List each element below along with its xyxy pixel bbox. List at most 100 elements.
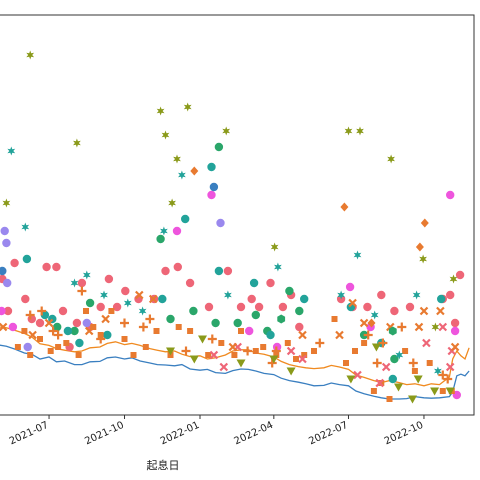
data-point-square — [439, 388, 446, 394]
data-point-circle — [0, 266, 7, 276]
data-point-square — [21, 328, 28, 334]
data-point-circle — [21, 294, 30, 304]
data-point-x — [419, 306, 429, 316]
data-point-hexagon — [277, 314, 286, 324]
data-point-circle — [216, 218, 225, 228]
data-point-circle — [236, 302, 246, 312]
data-point-star — [224, 290, 232, 300]
x-tick-label: 2022-01 — [159, 420, 202, 448]
series-line-1 — [0, 344, 470, 400]
data-point-star — [26, 50, 35, 60]
data-point-circle — [42, 262, 51, 272]
data-point-circle — [3, 278, 12, 288]
data-point-star — [449, 274, 458, 284]
data-point-circle — [266, 330, 275, 340]
data-point-square — [14, 344, 21, 350]
data-point-circle — [209, 182, 219, 192]
data-point-square — [187, 328, 194, 334]
data-point-square — [343, 360, 349, 366]
data-point-circle — [3, 306, 13, 316]
data-point-square — [37, 336, 43, 342]
data-point-circle — [166, 314, 175, 324]
data-point-x — [135, 290, 144, 300]
data-point-circle — [77, 278, 87, 288]
data-point-circle — [35, 318, 45, 328]
data-point-x — [445, 362, 455, 372]
data-point-star — [344, 126, 353, 136]
data-point-star — [82, 270, 91, 280]
data-point-circle — [23, 342, 32, 352]
data-point-x — [436, 306, 445, 316]
data-point-square — [352, 348, 358, 354]
data-point-circle — [85, 298, 95, 308]
data-point-star — [173, 154, 181, 164]
data-point-circle — [450, 318, 460, 328]
data-point-x — [381, 362, 391, 372]
data-point-x — [422, 338, 431, 348]
data-point-x — [335, 330, 344, 340]
data-point-plus — [96, 334, 106, 344]
data-point-circle — [388, 374, 397, 384]
data-point-plus — [207, 334, 217, 344]
data-point-star — [70, 278, 79, 288]
data-point-star — [419, 254, 427, 264]
data-point-circle — [0, 306, 6, 316]
data-point-x — [44, 318, 54, 328]
data-point-x — [375, 378, 384, 388]
data-point-star — [222, 126, 231, 136]
data-point-x — [353, 370, 362, 380]
data-point-circle — [245, 326, 254, 336]
data-point-plus — [363, 330, 373, 340]
data-point-star — [395, 350, 404, 360]
data-point-star — [387, 154, 395, 164]
data-point-circle — [10, 258, 19, 268]
data-point-x — [348, 298, 357, 308]
data-point-circle — [158, 294, 167, 304]
data-point-circle — [8, 322, 18, 332]
data-point-triangle-down — [269, 355, 279, 364]
data-point-x — [414, 322, 424, 332]
data-point-circle — [405, 302, 415, 312]
data-point-circle — [233, 318, 242, 328]
data-point-triangle-down — [430, 387, 440, 396]
data-point-circle — [295, 306, 304, 316]
data-point-circle — [104, 274, 114, 284]
data-point-plus — [397, 322, 407, 332]
data-point-plus — [145, 314, 155, 324]
data-point-plus — [77, 286, 87, 296]
data-point-circle — [295, 322, 304, 332]
data-point-plus — [25, 310, 35, 320]
data-point-circle — [377, 290, 386, 300]
data-point-square — [331, 316, 338, 322]
data-point-circle — [251, 310, 260, 320]
data-point-diamond — [415, 242, 424, 252]
data-point-circle — [437, 294, 446, 304]
data-point-circle — [53, 322, 62, 332]
data-point-triangle-down — [394, 383, 403, 392]
data-point-star — [356, 126, 364, 136]
data-point-square — [378, 380, 385, 386]
data-point-triangle-down — [408, 395, 417, 404]
data-point-triangle-down — [198, 335, 207, 344]
data-point-x — [148, 294, 158, 304]
data-point-star — [21, 222, 30, 232]
data-point-circle — [285, 286, 294, 296]
data-point-plus — [271, 346, 281, 356]
data-point-x — [450, 342, 460, 352]
x-axis: 2021-07 2021-10 2022-01 2022-04 2022-07 2022-… — [8, 415, 425, 447]
data-point-square — [426, 360, 433, 366]
data-point-square — [402, 348, 409, 354]
data-point-star — [138, 306, 147, 316]
data-point-square — [83, 308, 89, 314]
data-point-plus — [243, 346, 253, 356]
data-point-plus — [443, 374, 453, 384]
data-point-plus — [372, 358, 382, 368]
data-point-circle — [75, 338, 84, 348]
data-point-square — [108, 308, 115, 314]
data-point-plus — [181, 346, 191, 356]
data-point-circle — [189, 306, 198, 316]
data-point-circle — [181, 214, 190, 224]
data-point-circle — [249, 278, 259, 288]
data-point-circle — [58, 306, 68, 316]
